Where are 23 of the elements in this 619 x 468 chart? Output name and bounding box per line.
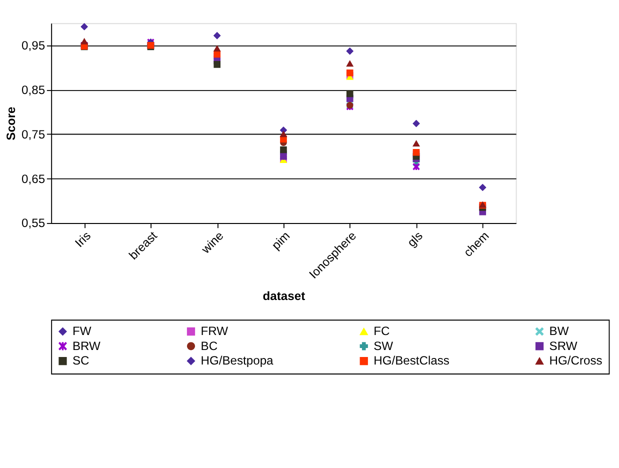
legend-label: HG/BestClass [374,354,450,368]
y-tick-label: 0,75 [22,127,46,142]
legend-label: HG/Cross [549,354,602,368]
x-tick-label: gls [404,228,426,250]
x-tick-label: Iris [72,228,94,250]
legend-label: HG/Bestpopa [200,354,274,368]
x-tick-label: wine [198,228,226,257]
legend-label: BW [549,324,570,338]
legend-label: SRW [549,338,578,353]
y-tick-label: 0,65 [22,172,46,186]
legend-label: SW [374,338,394,353]
legend-label: FC [374,324,390,338]
x-axis-title: dataset [262,288,306,303]
legend-label: FRW [200,324,229,338]
y-tick-label: 0,55 [22,216,46,230]
y-tick-label: 0,85 [22,82,46,97]
legend-label: BRW [72,338,102,353]
x-tick-label: pim [268,228,293,252]
legend-label: SC [72,354,90,368]
y-tick-label: 0,95 [22,38,46,53]
legend-label: FW [72,324,92,338]
y-axis-title: Score [4,106,18,140]
legend-label: BC [200,338,218,353]
